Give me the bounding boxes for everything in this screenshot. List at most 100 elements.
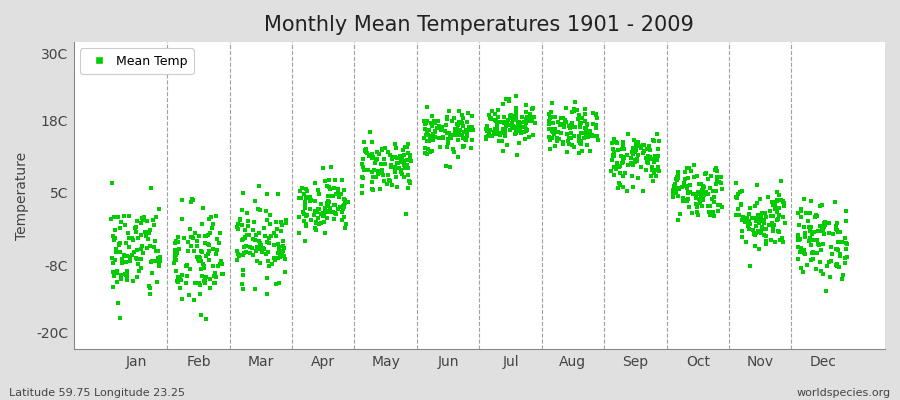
Point [130, 256, 145, 262]
Point [829, 223, 843, 229]
Point [670, 174, 684, 180]
Point [112, 248, 127, 255]
Point [181, 248, 195, 254]
Point [293, 195, 308, 202]
Point [553, 122, 567, 128]
Point [193, 291, 207, 297]
Point [355, 160, 369, 167]
Point [151, 259, 166, 266]
Point [112, 240, 126, 247]
Point [119, 272, 133, 278]
Point [609, 139, 624, 146]
Point [565, 124, 580, 130]
Point [359, 146, 374, 152]
Point [420, 128, 435, 135]
Point [429, 125, 444, 132]
Point [247, 219, 261, 225]
Point [760, 233, 774, 239]
Point [699, 188, 714, 195]
Point [116, 252, 130, 258]
Point [201, 232, 215, 238]
Point [709, 174, 724, 180]
Point [770, 207, 784, 213]
Point [454, 120, 469, 126]
Point [629, 141, 643, 147]
Point [793, 236, 807, 242]
Point [491, 119, 505, 126]
Point [400, 185, 415, 191]
Point [829, 262, 843, 268]
Point [497, 114, 511, 120]
Point [610, 140, 625, 146]
Point [824, 250, 839, 257]
Point [420, 127, 435, 133]
Point [144, 185, 158, 191]
Point [710, 168, 724, 174]
Point [811, 241, 825, 248]
Point [667, 182, 681, 188]
Point [574, 120, 589, 126]
Point [508, 92, 523, 99]
Point [152, 206, 166, 212]
Point [520, 127, 535, 134]
Point [817, 219, 832, 226]
Point [635, 188, 650, 194]
Point [523, 111, 537, 118]
Point [607, 146, 621, 152]
Point [670, 185, 685, 191]
Point [616, 142, 631, 148]
Point [119, 258, 133, 265]
Point [791, 244, 806, 251]
Point [262, 235, 276, 241]
Point [772, 237, 787, 244]
Point [465, 126, 480, 133]
Point [514, 124, 528, 131]
Point [198, 276, 212, 282]
Point [491, 107, 506, 113]
Point [814, 268, 829, 274]
Point [777, 214, 791, 220]
Point [605, 157, 619, 163]
Point [311, 186, 326, 193]
Point [711, 202, 725, 209]
Point [461, 110, 475, 116]
Point [759, 238, 773, 244]
Point [460, 119, 474, 125]
Point [491, 114, 506, 120]
Point [336, 206, 350, 212]
Point [519, 114, 534, 121]
Point [444, 133, 458, 140]
Point [698, 183, 712, 190]
Point [729, 212, 743, 218]
Point [696, 195, 710, 201]
Point [498, 128, 512, 134]
Point [680, 189, 695, 195]
Point [445, 118, 459, 124]
Point [738, 219, 752, 225]
Point [791, 237, 806, 243]
Point [636, 150, 651, 156]
Point [639, 154, 653, 161]
Point [813, 203, 827, 210]
Point [341, 199, 356, 206]
Point [830, 261, 844, 267]
Point [641, 153, 655, 159]
Point [240, 210, 255, 216]
Point [210, 247, 224, 253]
Point [804, 256, 818, 263]
Point [419, 131, 434, 138]
Point [796, 250, 811, 256]
Point [817, 224, 832, 231]
Point [423, 148, 437, 155]
Point [642, 156, 656, 162]
Point [323, 192, 338, 199]
Point [631, 152, 645, 158]
Point [547, 131, 562, 137]
Point [764, 212, 778, 219]
Point [506, 122, 520, 129]
Point [184, 226, 198, 232]
Point [272, 244, 286, 250]
Point [810, 237, 824, 244]
Point [481, 133, 495, 140]
Point [745, 215, 760, 221]
